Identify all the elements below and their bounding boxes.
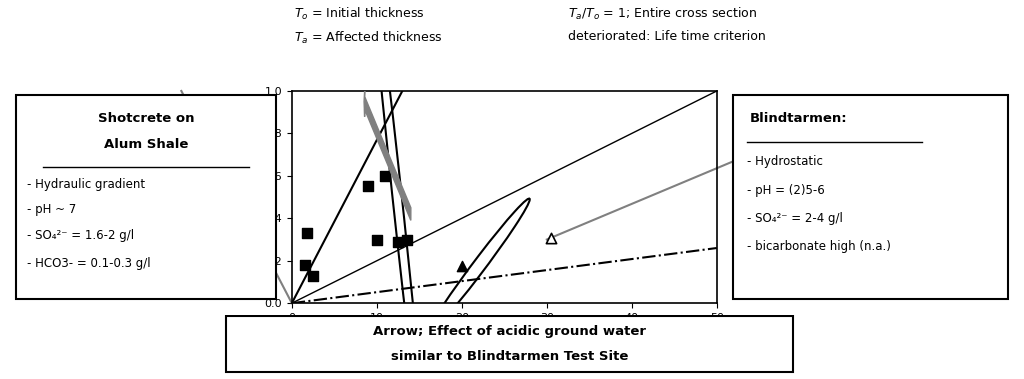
- Text: $T_a$ = Affected thickness: $T_a$ = Affected thickness: [294, 30, 442, 46]
- Text: - Hydrostatic: - Hydrostatic: [748, 155, 823, 168]
- Point: [398, 236, 415, 243]
- Text: $T_a$/$T_o$ = 1; Entire cross section: $T_a$/$T_o$ = 1; Entire cross section: [568, 6, 758, 22]
- Text: $T_o$ = Initial thickness: $T_o$ = Initial thickness: [294, 6, 425, 22]
- Text: - HCO3- = 0.1-0.3 g/l: - HCO3- = 0.1-0.3 g/l: [27, 257, 151, 269]
- Text: deteriorated: Life time criterion: deteriorated: Life time criterion: [568, 30, 766, 43]
- Text: similar to Blindtarmen Test Site: similar to Blindtarmen Test Site: [391, 350, 628, 363]
- Text: - bicarbonate high (n.a.): - bicarbonate high (n.a.): [748, 240, 891, 252]
- Text: Alum Shale: Alum Shale: [103, 138, 188, 151]
- Point: [454, 263, 470, 269]
- Text: - pH ~ 7: - pH ~ 7: [27, 204, 76, 216]
- Text: Arrow; Effect of acidic ground water: Arrow; Effect of acidic ground water: [373, 326, 646, 338]
- Point: [296, 262, 312, 268]
- Point: [360, 183, 377, 190]
- Text: - Hydraulic gradient: - Hydraulic gradient: [27, 178, 144, 191]
- Text: - pH = (2)5-6: - pH = (2)5-6: [748, 184, 825, 197]
- Point: [299, 230, 315, 236]
- Text: - SO₄²⁻ = 2-4 g/l: - SO₄²⁻ = 2-4 g/l: [748, 212, 843, 225]
- Point: [305, 273, 322, 279]
- Text: Blindtarmen:: Blindtarmen:: [750, 112, 848, 125]
- Point: [369, 236, 385, 243]
- Point: [390, 239, 407, 245]
- Text: - SO₄²⁻ = 1.6-2 g/l: - SO₄²⁻ = 1.6-2 g/l: [27, 229, 134, 242]
- X-axis label: Exposure time (years): Exposure time (years): [427, 329, 582, 341]
- Point: [543, 235, 559, 241]
- Y-axis label: T$_a$ / T$_o$: T$_a$ / T$_o$: [244, 177, 259, 217]
- FancyArrow shape: [365, 89, 411, 221]
- Point: [377, 173, 393, 179]
- Text: Shotcrete on: Shotcrete on: [97, 112, 195, 125]
